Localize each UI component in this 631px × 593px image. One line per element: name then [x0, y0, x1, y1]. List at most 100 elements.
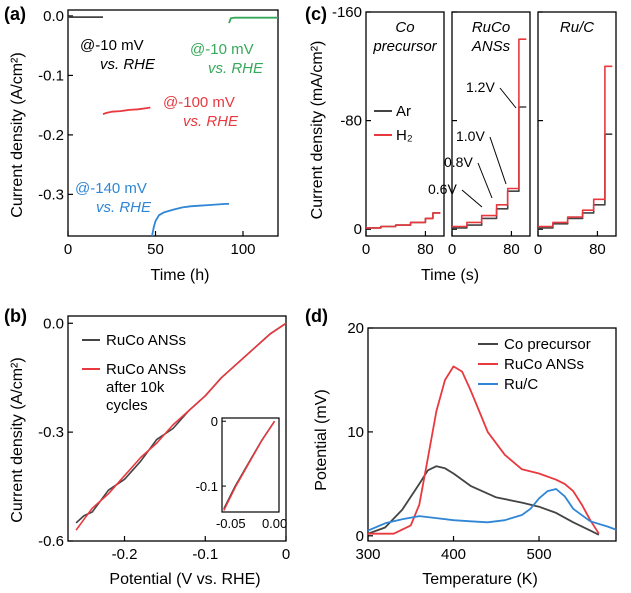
- axes-frame: [367, 327, 617, 542]
- panel-label: (d): [305, 306, 328, 326]
- x-axis-label: Time (h): [151, 267, 210, 284]
- inset-y-tick-label: 0: [211, 414, 218, 429]
- data-line-Ar: [538, 133, 613, 229]
- y-axis-label: Current density (A/cm²): [9, 52, 26, 217]
- voltage-label: 0.6V: [428, 181, 457, 197]
- annotation-red: @-100 mV vs. RHE: [163, 94, 239, 130]
- panel-label: (b): [4, 306, 27, 326]
- voltage-label: 0.8V: [444, 154, 473, 170]
- data-line-1: [368, 365, 600, 535]
- legend-label: RuCo ANSs after 10k cycles: [106, 361, 186, 414]
- legend: Ar H₂: [374, 103, 413, 144]
- annotation-text: @-10 mV: [190, 41, 254, 58]
- voltage-arrow: [489, 136, 507, 185]
- annotation-text-line2: vs. RHE: [208, 60, 264, 77]
- y-tick-label: -0.3: [38, 186, 64, 203]
- panel-label: (a): [4, 4, 26, 24]
- voltage-label: 1.2V: [466, 79, 495, 95]
- y-tick-label: 0.0: [43, 315, 64, 332]
- y-tick-label: -0.1: [38, 67, 64, 84]
- x-tick-label: 0: [362, 241, 370, 258]
- x-tick-label: 500: [527, 546, 552, 563]
- voltage-arrow: [461, 189, 483, 208]
- legend-label: H₂: [396, 127, 413, 144]
- x-tick-label: 0: [448, 241, 456, 258]
- axes-frame: [451, 11, 531, 237]
- y-tick-label: 0: [356, 528, 364, 545]
- y-axis-label: Current density (mA/cm²): [309, 41, 326, 220]
- annotation-green: @-10 mV vs. RHE: [190, 41, 264, 77]
- legend-label: Ru/C: [504, 376, 538, 393]
- panel-label: (c): [305, 4, 327, 24]
- data-line-H₂: [452, 38, 527, 228]
- voltage-arrow: [499, 87, 517, 109]
- y-tick-label: 20: [347, 320, 364, 337]
- legend-label: RuCo ANSs: [106, 332, 186, 349]
- annotation-text: @-10 mV: [80, 37, 144, 54]
- panel-d: (d) 300 400 500 0 10 20 Temperature (K) Poten…: [305, 306, 617, 588]
- annotation-text-line2: vs. RHE: [96, 199, 152, 216]
- panel-a: (a) 0 50 100 0.0 -0.1 -0.2 -0.3 Time (h) Curre…: [4, 4, 279, 284]
- voltage-arrow: [477, 162, 493, 199]
- inset-x-tick-label: 0.00: [262, 516, 287, 531]
- y-tick-label: -80: [340, 113, 362, 130]
- y-axis-label: Potential (mV): [313, 389, 330, 490]
- legend-label-line: RuCo ANSs: [106, 361, 186, 378]
- data-line-3: [228, 16, 278, 24]
- x-tick-label: -0.1: [192, 546, 218, 563]
- x-axis-label: Potential (V vs. RHE): [109, 571, 260, 588]
- panel-b: (b) -0.2 -0.1 0 0.0 -0.3 -0.6 Potential (V vs…: [4, 306, 290, 588]
- x-tick-label: 0: [534, 241, 542, 258]
- y-tick-label: 0: [354, 221, 362, 238]
- x-tick-label: 80: [417, 241, 434, 258]
- plot-area: 0 80 0 -80 -160 Co precursor 0 80 RuCo ANSs 0.6V 0.8…: [332, 4, 617, 258]
- subpanel-0: 0 80 0 -80 -160 Co precursor: [332, 4, 445, 258]
- x-tick-label: -0.2: [112, 546, 138, 563]
- x-axis-label: Temperature (K): [422, 571, 538, 588]
- legend-label: Ar: [396, 103, 411, 120]
- data-line-0: [367, 465, 600, 536]
- legend-label: Co precursor: [504, 336, 591, 353]
- subpanel-title: RuCo: [472, 19, 510, 36]
- data-line-1: [102, 106, 151, 115]
- y-tick-label: -0.6: [38, 533, 64, 550]
- annotation-black: @-10 mV vs. RHE: [80, 37, 156, 73]
- x-tick-label: 0: [282, 546, 290, 563]
- subpanel-title-line2: ANSs: [471, 38, 511, 55]
- axes-frame: [67, 9, 279, 237]
- subpanel-2: 0 80 Ru/C: [534, 11, 617, 258]
- axes-frame: [67, 315, 287, 542]
- y-axis-label: Current density (A/cm²): [9, 357, 26, 522]
- axes-frame: [537, 11, 617, 237]
- legend: RuCo ANSs RuCo ANSs after 10k cycles: [82, 332, 186, 414]
- legend: Co precursor RuCo ANSs Ru/C: [478, 336, 591, 393]
- y-tick-label: -0.3: [38, 424, 64, 441]
- subpanel-1: 0 80 RuCo ANSs 0.6V 0.8V 1.0V 1.2V: [428, 11, 531, 258]
- subpanel-title-line2: precursor: [372, 38, 437, 55]
- legend-label-line: cycles: [106, 397, 148, 414]
- legend-label: RuCo ANSs: [504, 356, 584, 373]
- annotation-text-line2: vs. RHE: [100, 56, 156, 73]
- x-tick-label: 400: [441, 546, 466, 563]
- inset-x-tick-label: -0.05: [216, 516, 246, 531]
- inset-plot: -0.05 0.00 0 -0.1: [196, 414, 288, 531]
- x-tick-label: 80: [589, 241, 606, 258]
- data-line-H₂: [538, 65, 613, 228]
- x-tick-label: 0: [64, 241, 72, 258]
- panel-c: (c) 0 80 0 -80 -160 Co precursor 0 80 RuCo ANSs 0.6…: [305, 4, 617, 284]
- y-tick-label: -160: [332, 4, 362, 21]
- data-line-ruco-10k: [75, 322, 287, 531]
- data-line-2: [151, 202, 229, 237]
- y-tick-label: 10: [347, 424, 364, 441]
- annotation-text-line2: vs. RHE: [183, 113, 239, 130]
- x-tick-label: 100: [230, 241, 255, 258]
- subpanel-title: Co: [395, 19, 414, 36]
- data-line-2: [367, 488, 617, 532]
- data-line-H₂: [366, 212, 441, 229]
- x-tick-label: 50: [147, 241, 164, 258]
- inset-y-tick-label: -0.1: [196, 479, 218, 494]
- inset-line-ruco-10k: [223, 420, 276, 511]
- x-axis-label: Time (s): [421, 267, 479, 284]
- y-tick-label: 0.0: [43, 8, 64, 25]
